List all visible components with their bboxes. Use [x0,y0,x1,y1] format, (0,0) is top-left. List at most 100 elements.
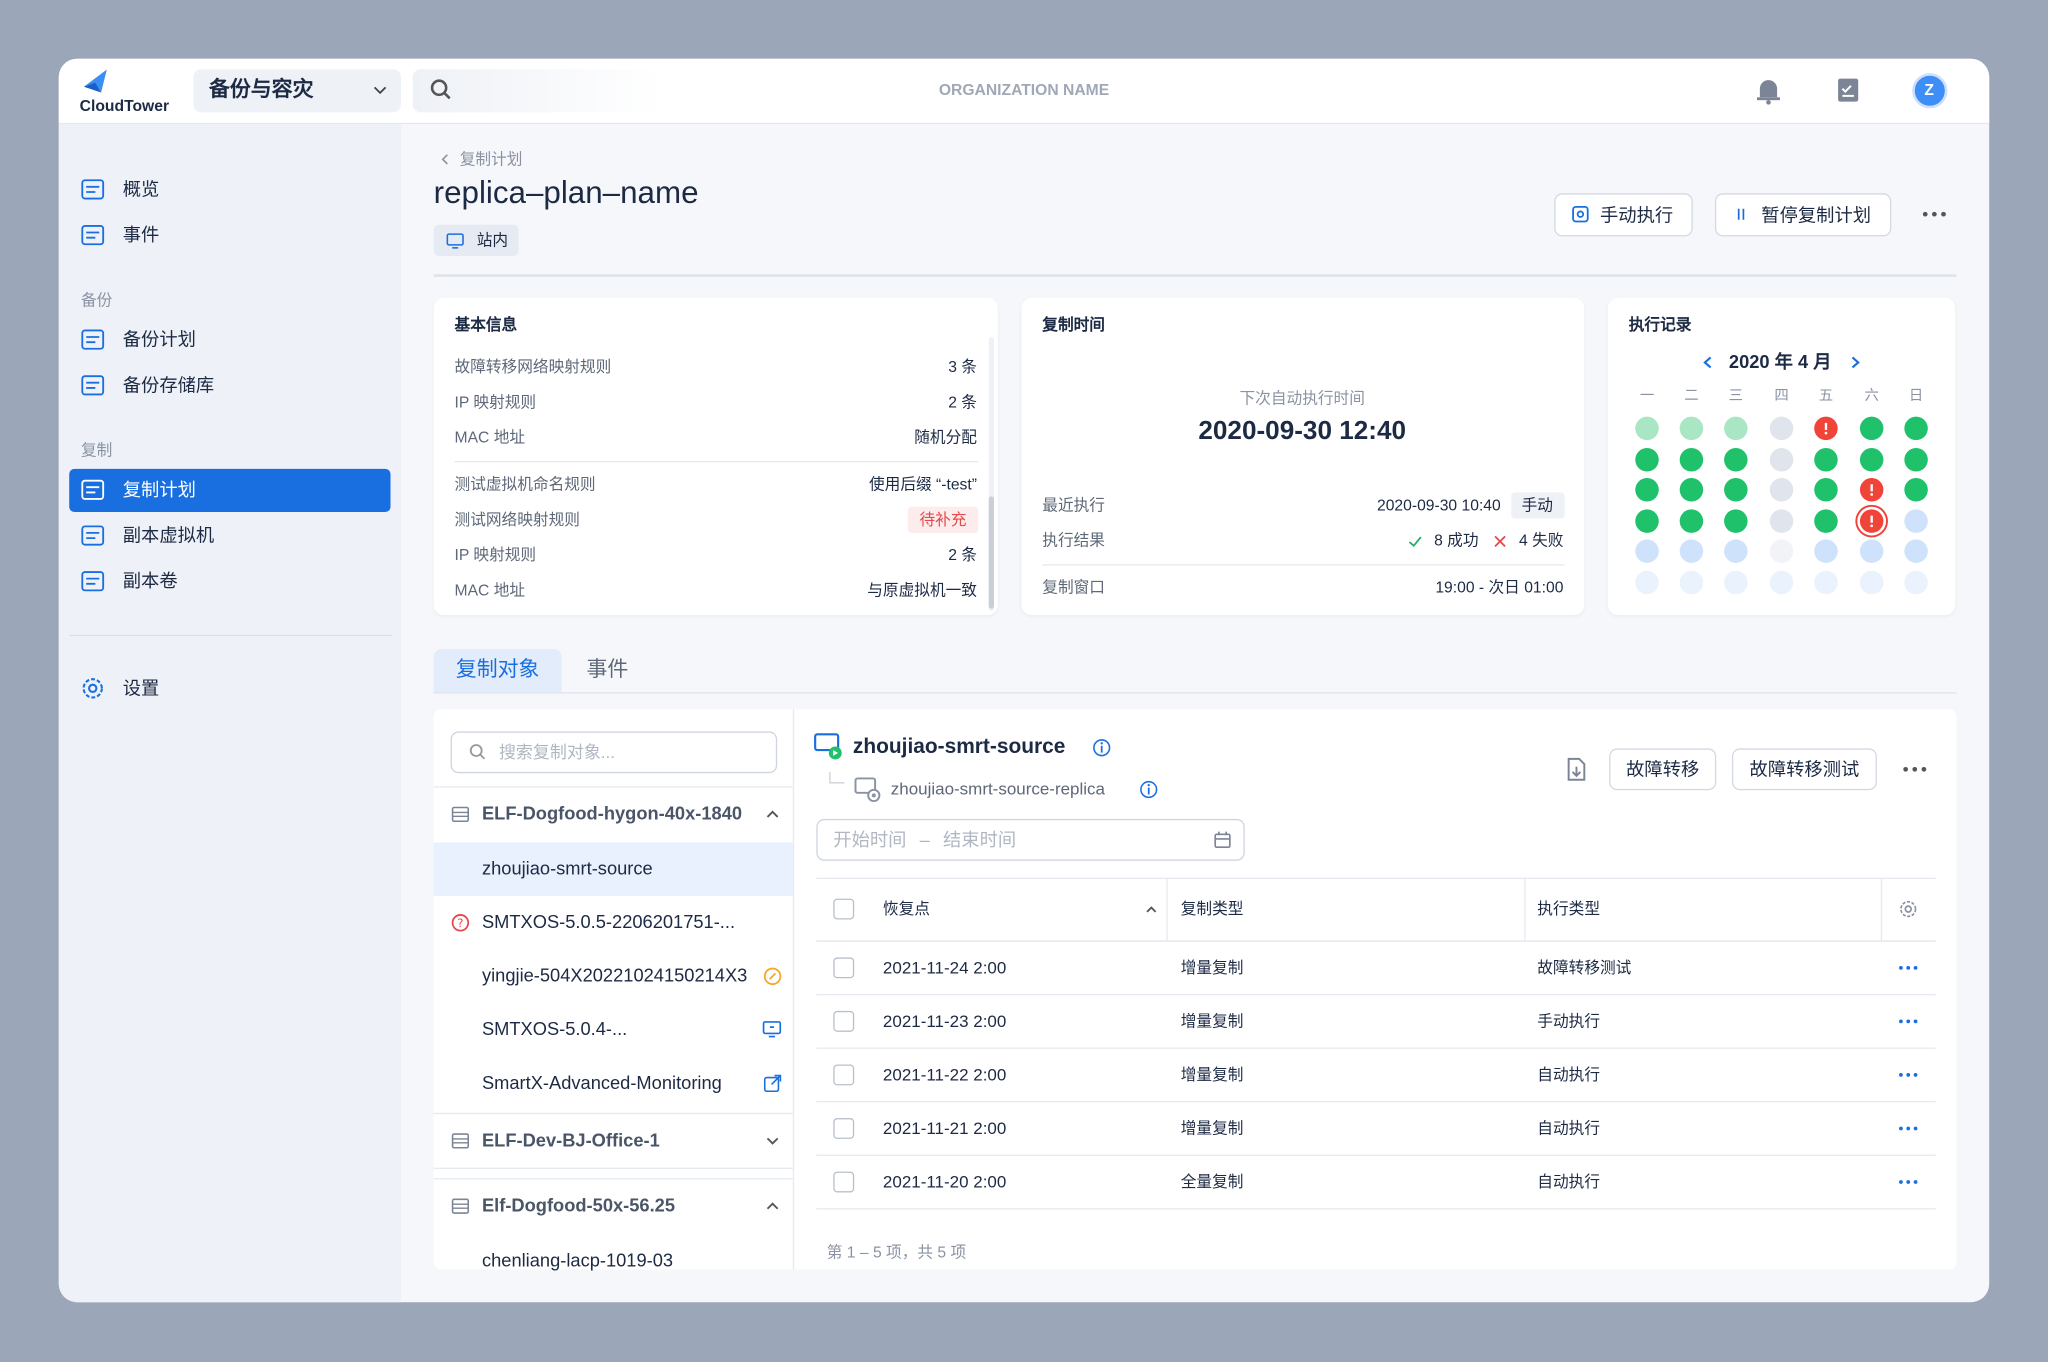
calendar-day[interactable] [1769,447,1794,472]
table-cell: 故障转移测试 [1537,958,1632,977]
tab[interactable]: 复制对象 [455,658,540,682]
nav-section-title: 备份 [80,291,113,310]
run-button[interactable] [1554,193,1693,237]
calendar-day[interactable] [1904,570,1928,595]
group-name[interactable]: Elf-Dogfood-50x-56.25 [481,1194,676,1216]
calendar-day[interactable] [1635,447,1659,472]
nav-icon [81,525,105,546]
icon-shape [86,231,100,239]
calendar-day[interactable] [1814,539,1838,563]
checkbox[interactable] [833,898,855,920]
calendar-day[interactable] [1904,447,1928,472]
tree-item[interactable]: yingjie-504X20221024150214X3 [481,964,748,986]
tree-item[interactable]: zhoujiao-smrt-source [481,857,653,879]
group-name[interactable]: ELF-Dev-BJ-Office-1 [481,1129,660,1151]
tree-item[interactable]: SMTXOS-5.0.4-... [481,1018,628,1040]
table-cell: 增量复制 [1180,1119,1244,1138]
calendar-day[interactable] [1814,570,1838,595]
calendar-day[interactable] [1635,416,1659,441]
pause-button[interactable] [1714,193,1892,237]
tree-group[interactable] [433,1112,793,1169]
checkbox[interactable] [833,1171,855,1193]
calendar-day[interactable] [1859,570,1884,595]
sort-icon [1145,905,1156,912]
run-button-label[interactable]: 手动执行 [1599,203,1674,225]
failover-button-label[interactable]: 故障转移 [1626,758,1700,780]
tree-item[interactable]: SMTXOS-5.0.5-2206201751-... [481,911,736,933]
calendar-day[interactable] [1724,570,1748,595]
calendar-day[interactable] [1904,478,1928,502]
nav-item[interactable]: 副本虚拟机 [122,524,215,546]
tree-group[interactable] [433,1178,793,1234]
nav-item[interactable]: 副本卷 [122,570,178,592]
checkbox[interactable] [833,1118,855,1139]
calendar-day[interactable] [1769,509,1794,533]
calendar-day[interactable] [1769,539,1794,563]
calendar-day[interactable] [1814,478,1838,502]
calendar-day[interactable] [1724,447,1748,472]
checkbox[interactable] [833,1010,855,1032]
calendar-day[interactable] [1679,509,1704,533]
calendar-day[interactable] [1679,539,1704,563]
calendar-day[interactable] [1679,447,1704,472]
pause-button-label[interactable]: 暂停复制计划 [1761,203,1872,225]
date-range-picker[interactable] [816,818,1245,861]
avatar[interactable] [1912,73,1948,109]
failover-test-button-label[interactable]: 故障转移测试 [1749,758,1860,780]
calendar-day[interactable] [1679,416,1704,441]
card [433,297,998,616]
calendar-day[interactable] [1679,570,1704,595]
tab-active[interactable] [433,649,562,693]
calendar-day[interactable] [1635,570,1659,595]
calendar-day[interactable] [1769,478,1794,502]
nav-item[interactable]: 备份计划 [122,328,196,350]
object-search[interactable] [450,731,778,774]
calendar-day[interactable] [1904,416,1928,441]
calendar-day[interactable] [1724,416,1748,441]
group-name[interactable]: ELF-Dogfood-hygon-40x-1840 [481,802,743,824]
calendar-day[interactable] [1859,416,1884,441]
tree-item[interactable]: SmartX-Advanced-Monitoring [481,1071,722,1093]
nav-item[interactable]: 事件 [122,224,160,246]
calendar-day[interactable] [1635,539,1659,563]
calendar-day[interactable] [1724,509,1748,533]
weekday: 二 [1684,388,1699,405]
calendar-day[interactable] [1769,570,1794,595]
search-bar[interactable] [412,69,661,113]
nav-item[interactable]: 概览 [122,178,160,200]
nav-item-active[interactable] [69,468,391,512]
info-divider [454,461,979,463]
calendar-day[interactable] [1769,416,1794,441]
nav-item[interactable]: 备份存储库 [122,374,215,396]
checkbox[interactable] [833,1064,855,1086]
tree-group[interactable] [433,786,793,842]
replica-name: zhoujiao-smrt-source-replica [890,778,1105,799]
calendar-day[interactable] [1814,447,1838,472]
calendar-day[interactable] [1724,539,1748,563]
calendar-day[interactable] [1904,539,1928,563]
nav-item[interactable]: 复制计划 [122,478,196,500]
calendar-day[interactable] [1859,447,1884,472]
tab[interactable]: 事件 [586,658,629,682]
nav-item[interactable]: 设置 [122,677,160,699]
table-cell: 2021-11-21 2:00 [882,1118,1007,1138]
calendar-day[interactable] [1635,478,1659,502]
breadcrumb[interactable]: 复制计划 [459,149,523,169]
calendar-day[interactable] [1635,509,1659,533]
tree-item[interactable]: chenliang-lacp-1019-03 [481,1249,674,1271]
checkbox[interactable] [833,957,855,979]
calendar-day[interactable] [1904,509,1928,533]
product-select[interactable] [193,69,401,113]
icon-shape [829,771,845,784]
calendar-day[interactable] [1814,509,1838,533]
icon-shape [1824,431,1828,435]
failover-test-button[interactable] [1731,748,1877,791]
icon-shape [814,733,840,752]
calendar-day[interactable] [1679,478,1704,502]
date-end: 结束时间 [943,828,1017,850]
failover-button[interactable] [1609,748,1717,791]
info-icon [1092,738,1110,756]
column-header[interactable]: 恢复点 [882,899,930,918]
calendar-day[interactable] [1859,539,1884,563]
calendar-day[interactable] [1724,478,1748,502]
